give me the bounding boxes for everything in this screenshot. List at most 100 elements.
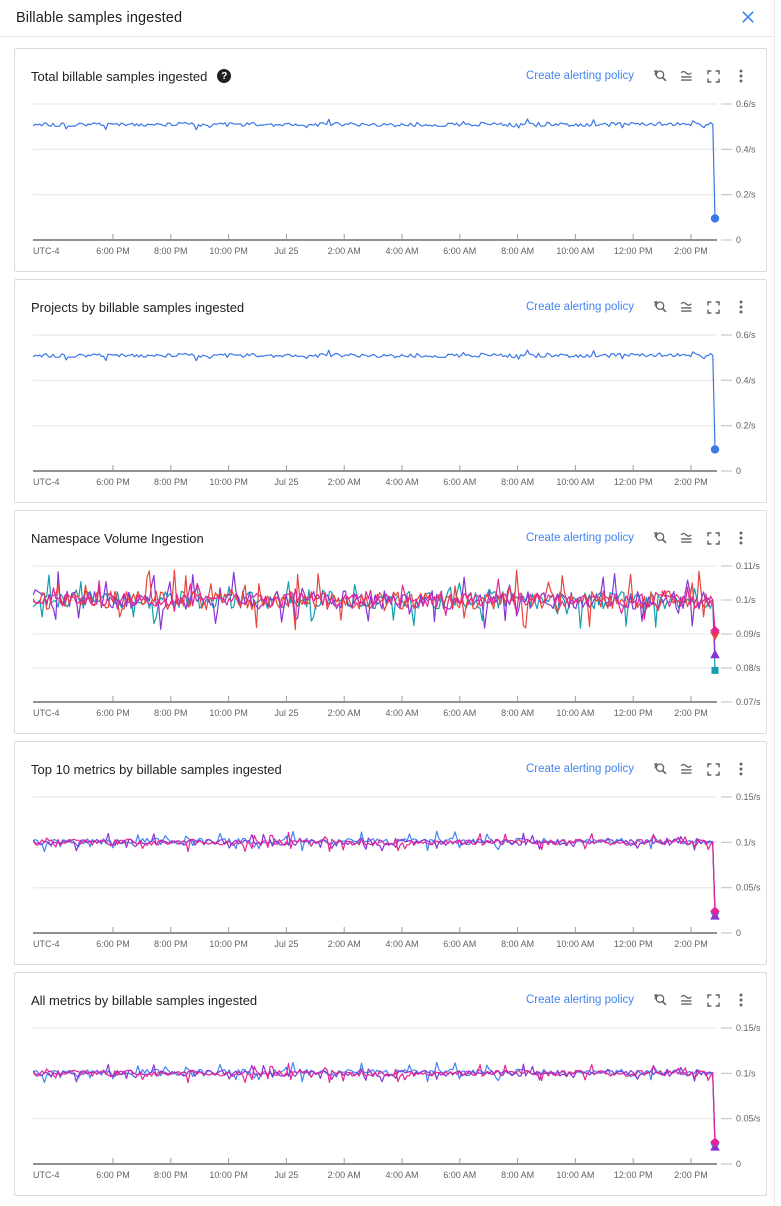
x-axis-label: 12:00 PM xyxy=(614,708,653,718)
x-axis-label: Jul 25 xyxy=(274,246,298,256)
timezone-label: UTC-4 xyxy=(33,1170,60,1180)
x-axis-label: 2:00 AM xyxy=(328,246,361,256)
fullscreen-icon[interactable] xyxy=(700,989,727,1011)
card-namespace-volume-ingestion: Namespace Volume Ingestion Create alerti… xyxy=(14,510,767,734)
x-axis-label: 12:00 PM xyxy=(614,246,653,256)
x-axis-label: 12:00 PM xyxy=(614,1170,653,1180)
x-axis-label: 10:00 PM xyxy=(209,939,248,949)
x-axis-label: 8:00 PM xyxy=(154,939,188,949)
x-axis-label: 6:00 AM xyxy=(443,246,476,256)
close-button[interactable] xyxy=(738,7,758,30)
zoom-reset-icon[interactable] xyxy=(646,527,673,549)
x-axis-label: 8:00 AM xyxy=(501,939,534,949)
fullscreen-icon[interactable] xyxy=(700,527,727,549)
more-options-icon[interactable] xyxy=(727,65,754,87)
x-axis-label: 8:00 AM xyxy=(501,246,534,256)
timezone-label: UTC-4 xyxy=(33,246,60,256)
create-alerting-policy-link[interactable]: Create alerting policy xyxy=(525,763,634,775)
panel-header: Billable samples ingested xyxy=(0,0,774,37)
fullscreen-icon[interactable] xyxy=(700,65,727,87)
x-axis-label: 10:00 AM xyxy=(556,246,594,256)
x-axis-label: 4:00 AM xyxy=(385,1170,418,1180)
x-axis-label: 6:00 AM xyxy=(443,1170,476,1180)
series-line xyxy=(33,349,716,450)
create-alerting-policy-link[interactable]: Create alerting policy xyxy=(525,70,634,82)
chart-title: Total billable samples ingested xyxy=(31,68,208,84)
waveform-compare-icon[interactable] xyxy=(673,65,700,87)
y-axis-label: 0 xyxy=(736,466,741,476)
waveform-compare-icon[interactable] xyxy=(673,758,700,780)
x-axis-label: 6:00 AM xyxy=(443,477,476,487)
timezone-label: UTC-4 xyxy=(33,708,60,718)
x-axis-label: 6:00 PM xyxy=(96,477,130,487)
zoom-reset-icon[interactable] xyxy=(646,758,673,780)
x-axis-label: Jul 25 xyxy=(274,939,298,949)
x-axis-label: 2:00 PM xyxy=(674,939,708,949)
x-axis-label: 8:00 AM xyxy=(501,1170,534,1180)
card-header: All metrics by billable samples ingested… xyxy=(15,973,766,1016)
series-line xyxy=(33,574,716,671)
chart-canvas[interactable]: 0.6/s 0.4/s 0.2/s 0 6:00 PM 8:00 PM 10:00 PM Ju… xyxy=(33,92,763,262)
zoom-reset-icon[interactable] xyxy=(646,296,673,318)
close-icon xyxy=(740,9,756,28)
series-line xyxy=(33,832,716,916)
fullscreen-icon[interactable] xyxy=(700,758,727,780)
y-axis-label: 0.15/s xyxy=(736,1023,761,1033)
help-icon[interactable]: ? xyxy=(217,69,232,83)
chart-card-list: Total billable samples ingested ? Create… xyxy=(0,37,774,1204)
chart-canvas[interactable]: 0.11/s 0.1/s 0.09/s 0.08/s 0.07/s 6:00 PM 8:00… xyxy=(33,554,763,724)
series-end-marker xyxy=(710,1137,720,1148)
x-axis-label: 2:00 PM xyxy=(674,477,708,487)
series-end-marker xyxy=(710,445,720,454)
x-axis-label: 10:00 AM xyxy=(556,708,594,718)
chart-title: Top 10 metrics by billable samples inges… xyxy=(31,761,282,777)
x-axis-label: 2:00 AM xyxy=(328,477,361,487)
x-axis-label: 2:00 AM xyxy=(328,708,361,718)
chart-canvas[interactable]: 0.6/s 0.4/s 0.2/s 0 6:00 PM 8:00 PM 10:00 PM Ju… xyxy=(33,323,763,493)
zoom-reset-icon[interactable] xyxy=(646,989,673,1011)
more-options-icon[interactable] xyxy=(727,989,754,1011)
create-alerting-policy-link[interactable]: Create alerting policy xyxy=(525,301,634,313)
x-axis-label: Jul 25 xyxy=(274,1170,298,1180)
series-end-marker xyxy=(710,649,720,659)
x-axis-label: Jul 25 xyxy=(274,477,298,487)
y-axis-label: 0.15/s xyxy=(736,792,761,802)
waveform-compare-icon[interactable] xyxy=(673,989,700,1011)
x-axis-label: 8:00 PM xyxy=(154,708,188,718)
x-axis-label: 10:00 AM xyxy=(556,939,594,949)
timezone-label: UTC-4 xyxy=(33,939,60,949)
waveform-compare-icon[interactable] xyxy=(673,296,700,318)
chart-title: Namespace Volume Ingestion xyxy=(31,530,204,546)
y-axis-label: 0.08/s xyxy=(736,663,761,673)
y-axis-label: 0.1/s xyxy=(736,837,756,847)
x-axis-label: 8:00 AM xyxy=(501,477,534,487)
fullscreen-icon[interactable] xyxy=(700,296,727,318)
more-options-icon[interactable] xyxy=(727,296,754,318)
y-axis-label: 0 xyxy=(736,235,741,245)
more-options-icon[interactable] xyxy=(727,758,754,780)
panel-title: Billable samples ingested xyxy=(16,10,183,26)
x-axis-label: 8:00 PM xyxy=(154,1170,188,1180)
x-axis-label: 2:00 PM xyxy=(674,246,708,256)
zoom-reset-icon[interactable] xyxy=(646,65,673,87)
chart-canvas[interactable]: 0.15/s 0.1/s 0.05/s 0 6:00 PM 8:00 PM 10:00 PM… xyxy=(33,1016,763,1186)
card-projects-billable-samples: Projects by billable samples ingested Cr… xyxy=(14,279,767,503)
y-axis-label: 0.6/s xyxy=(736,330,756,340)
series-line xyxy=(33,1063,716,1147)
y-axis-label: 0.6/s xyxy=(736,99,756,109)
y-axis-label: 0.4/s xyxy=(736,144,756,154)
chart-canvas[interactable]: 0.15/s 0.1/s 0.05/s 0 6:00 PM 8:00 PM 10:00 PM… xyxy=(33,785,763,955)
create-alerting-policy-link[interactable]: Create alerting policy xyxy=(525,994,634,1006)
x-axis-label: 6:00 PM xyxy=(96,939,130,949)
x-axis-label: 10:00 AM xyxy=(556,1170,594,1180)
y-axis-label: 0.1/s xyxy=(736,1068,756,1078)
series-line xyxy=(33,1062,716,1143)
series-line xyxy=(33,571,716,655)
more-options-icon[interactable] xyxy=(727,527,754,549)
x-axis-label: 12:00 PM xyxy=(614,477,653,487)
create-alerting-policy-link[interactable]: Create alerting policy xyxy=(525,532,634,544)
card-header: Projects by billable samples ingested Cr… xyxy=(15,280,766,323)
waveform-compare-icon[interactable] xyxy=(673,527,700,549)
x-axis-label: 2:00 AM xyxy=(328,1170,361,1180)
